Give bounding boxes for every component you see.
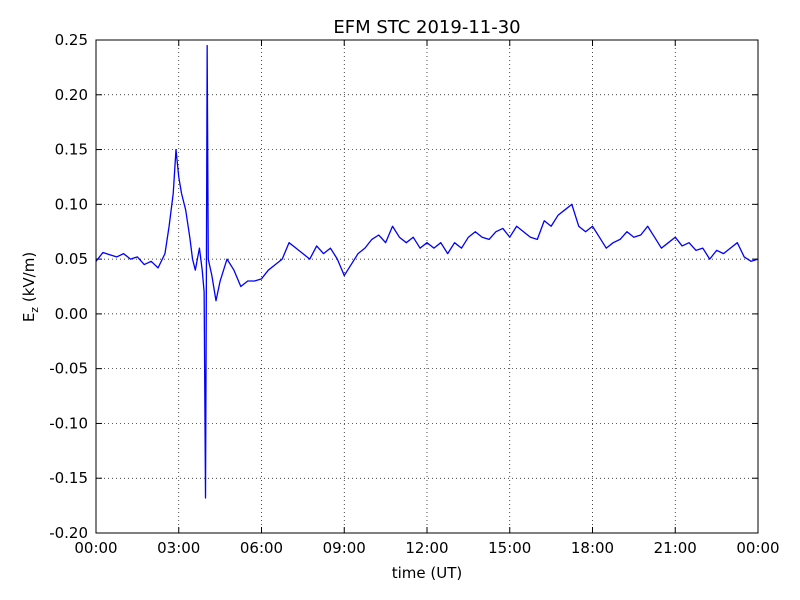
y-tick-label: -0.20 (49, 524, 88, 542)
y-tick-label: -0.05 (49, 360, 88, 378)
chart-title: EFM STC 2019-11-30 (333, 17, 520, 38)
y-axis-label: Ez (kV/m) (20, 252, 41, 322)
y-tick-label: 0.10 (55, 195, 88, 213)
y-label-sub: z (28, 307, 41, 313)
y-tick-label: 0.15 (55, 141, 88, 159)
x-tick-label: 00:00 (74, 539, 117, 557)
x-tick-label: 15:00 (488, 539, 531, 557)
x-tick-label: 00:00 (736, 539, 779, 557)
plot-frame (95, 39, 759, 534)
x-tick-label: 18:00 (571, 539, 614, 557)
y-tick-label: 0.00 (55, 305, 88, 323)
y-tick-label: -0.10 (49, 414, 88, 432)
x-tick-label: 09:00 (323, 539, 366, 557)
y-tick-label: 0.25 (55, 31, 88, 49)
y-label-unit: (kV/m) (20, 252, 38, 307)
x-tick-label: 21:00 (654, 539, 697, 557)
x-tick-label: 03:00 (157, 539, 200, 557)
x-axis-label: time (UT) (392, 564, 463, 582)
y-label-main: E (20, 313, 38, 322)
y-tick-label: -0.15 (49, 469, 88, 487)
x-tick-label: 12:00 (405, 539, 448, 557)
data-line (95, 44, 759, 499)
y-tick-label: 0.05 (55, 250, 88, 268)
y-tick-label: 0.20 (55, 86, 88, 104)
x-tick-label: 06:00 (240, 539, 283, 557)
